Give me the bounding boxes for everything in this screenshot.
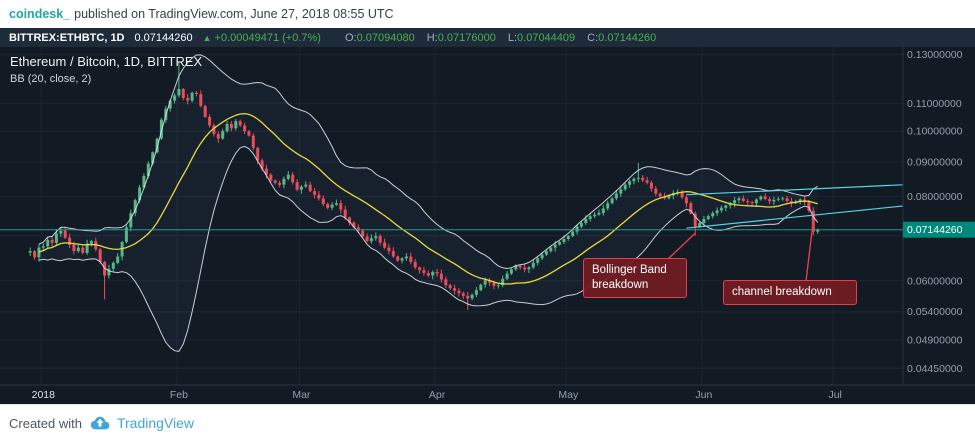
bollinger-upper-band: [38, 54, 818, 270]
svg-text:0.07144260: 0.07144260: [907, 224, 963, 236]
svg-text:2018: 2018: [32, 389, 56, 401]
chart-canvas[interactable]: 0.13000000 0.11000000 0.10000000 0.09000000…: [0, 47, 975, 404]
callout-bollinger-breakdown[interactable]: Bollinger Band breakdown: [583, 258, 687, 298]
symbol-title: BITTREX:ETHBTC, 1D: [9, 31, 125, 44]
bollinger-middle-band: [38, 112, 818, 285]
low-number: 0.07044409: [517, 31, 576, 44]
close-value: C:0.07144260: [587, 32, 656, 44]
price-chart[interactable]: 0.13000000 0.11000000 0.10000000 0.09000000…: [0, 47, 975, 404]
svg-text:0.08000000: 0.08000000: [907, 191, 963, 203]
open-label: O:: [344, 31, 357, 44]
callout-channel-breakdown[interactable]: channel breakdown: [723, 280, 857, 305]
candles-layer: [28, 61, 820, 310]
current-price-tag: 0.07144260: [903, 221, 975, 238]
bollinger-band-fill: [38, 54, 818, 352]
tradingview-logo-icon: [90, 416, 110, 430]
svg-text:May: May: [558, 389, 579, 401]
change-text: +0.00049471 (+0.7%): [214, 31, 321, 44]
bollinger-lower-band: [38, 145, 819, 352]
svg-text:Jun: Jun: [695, 389, 712, 401]
close-label: C:: [587, 31, 599, 44]
svg-text:Feb: Feb: [170, 389, 188, 401]
svg-text:0.04450000: 0.04450000: [907, 363, 963, 375]
high-number: 0.07176000: [437, 31, 496, 44]
svg-text:0.06000000: 0.06000000: [907, 275, 963, 287]
tradingview-link[interactable]: TradingView: [89, 415, 194, 431]
low-label: L:: [507, 31, 518, 44]
created-with-text: Created with: [9, 415, 82, 431]
svg-text:0.10000000: 0.10000000: [907, 126, 963, 138]
price-change: ▲ +0.00049471 (+0.7%): [203, 32, 321, 44]
grid: [0, 47, 903, 385]
ohlc-values: O:0.07094080 H:0.07176000 L:0.07044409 C…: [345, 32, 656, 44]
last-price: 0.07144260: [134, 31, 193, 44]
footer-bar: Created with TradingView: [0, 404, 975, 441]
svg-text:0.05400000: 0.05400000: [907, 306, 963, 318]
close-number: 0.07144260: [598, 31, 657, 44]
svg-text:0.13000000: 0.13000000: [907, 49, 963, 61]
published-text: published on TradingView.com, June 27, 2…: [74, 7, 394, 21]
open-value: O:0.07094080: [345, 32, 415, 44]
high-label: H:: [426, 31, 438, 44]
callout-pointer: [805, 220, 814, 282]
publisher-link[interactable]: coindesk_: [9, 7, 71, 21]
time-axis[interactable]: 2018 Feb Mar Apr May Jun Jul: [0, 384, 975, 401]
open-number: 0.07094080: [356, 31, 415, 44]
svg-text:Mar: Mar: [292, 389, 311, 401]
up-arrow-icon: ▲: [202, 32, 212, 43]
high-value: H:0.07176000: [427, 32, 496, 44]
svg-text:Jul: Jul: [828, 389, 841, 401]
svg-text:Apr: Apr: [429, 389, 446, 401]
symbol-bar: BITTREX:ETHBTC, 1D 0.07144260 ▲ +0.00049…: [0, 28, 975, 47]
svg-text:0.04900000: 0.04900000: [907, 335, 963, 347]
tradingview-brand-text: TradingView: [116, 415, 195, 431]
svg-text:0.09000000: 0.09000000: [907, 157, 963, 169]
callout-pointer: [667, 232, 696, 260]
svg-text:0.11000000: 0.11000000: [907, 98, 962, 110]
header-bar: coindesk_ published on TradingView.com, …: [0, 0, 975, 28]
low-value: L:0.07044409: [508, 32, 575, 44]
